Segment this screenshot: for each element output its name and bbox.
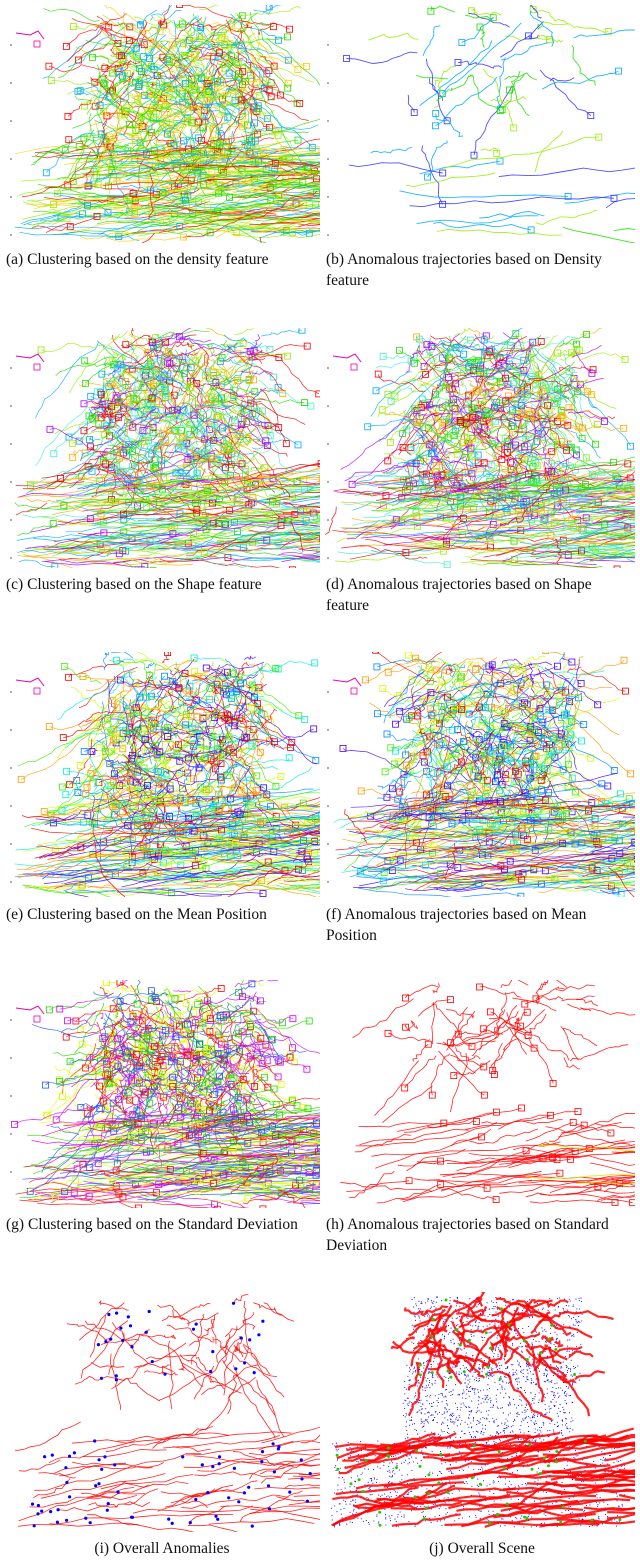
panel-b-image bbox=[325, 5, 635, 243]
caption-i: (i) Overall Anomalies bbox=[94, 1540, 230, 1557]
panel-d-image bbox=[325, 328, 635, 568]
panel-b-svg bbox=[327, 5, 635, 243]
trajectory-layer bbox=[14, 1294, 320, 1532]
trajectory-layer bbox=[10, 5, 320, 243]
panel-e-svg bbox=[10, 652, 320, 897]
panel-a-svg bbox=[10, 5, 320, 243]
panel-j-image bbox=[325, 1292, 635, 1532]
caption-b: (b) Anomalous trajectories based on Dens… bbox=[326, 251, 602, 289]
caption-e: (e) Clustering based on the Mean Positio… bbox=[6, 906, 267, 923]
trajectory-layer bbox=[340, 980, 635, 1207]
panel-f-svg bbox=[327, 652, 635, 897]
caption-a: (a) Clustering based on the density feat… bbox=[6, 251, 269, 268]
trajectory-layer bbox=[325, 328, 635, 568]
trajectory-layer bbox=[10, 652, 320, 897]
panel-g-svg bbox=[10, 980, 320, 1208]
panel-c-svg bbox=[10, 328, 320, 568]
panel-g-image bbox=[8, 980, 320, 1208]
panel-j-svg bbox=[330, 1292, 635, 1528]
panel-f-image bbox=[325, 652, 635, 897]
panel-d-svg bbox=[325, 328, 635, 568]
caption-j: (j) Overall Scene bbox=[429, 1540, 535, 1557]
panel-h-svg bbox=[340, 980, 635, 1207]
caption-h: (h) Anomalous trajectories based on Stan… bbox=[326, 1216, 609, 1254]
trajectory-layer bbox=[330, 1292, 635, 1528]
caption-f: (f) Anomalous trajectories based on Mean… bbox=[326, 906, 587, 944]
caption-d: (d) Anomalous trajectories based on Shap… bbox=[326, 576, 592, 614]
panel-e-image bbox=[8, 652, 320, 897]
panel-i-svg bbox=[14, 1294, 320, 1532]
trajectory-layer bbox=[327, 652, 635, 897]
trajectory-layer bbox=[327, 5, 635, 243]
panel-i-image bbox=[8, 1292, 320, 1532]
caption-g: (g) Clustering based on the Standard Dev… bbox=[6, 1216, 298, 1233]
trajectory-layer bbox=[10, 328, 320, 568]
panel-c-image bbox=[8, 328, 320, 568]
caption-c: (c) Clustering based on the Shape featur… bbox=[6, 576, 262, 593]
panel-h-image bbox=[325, 980, 635, 1208]
panel-a-image bbox=[8, 5, 320, 243]
trajectory-layer bbox=[10, 980, 320, 1208]
